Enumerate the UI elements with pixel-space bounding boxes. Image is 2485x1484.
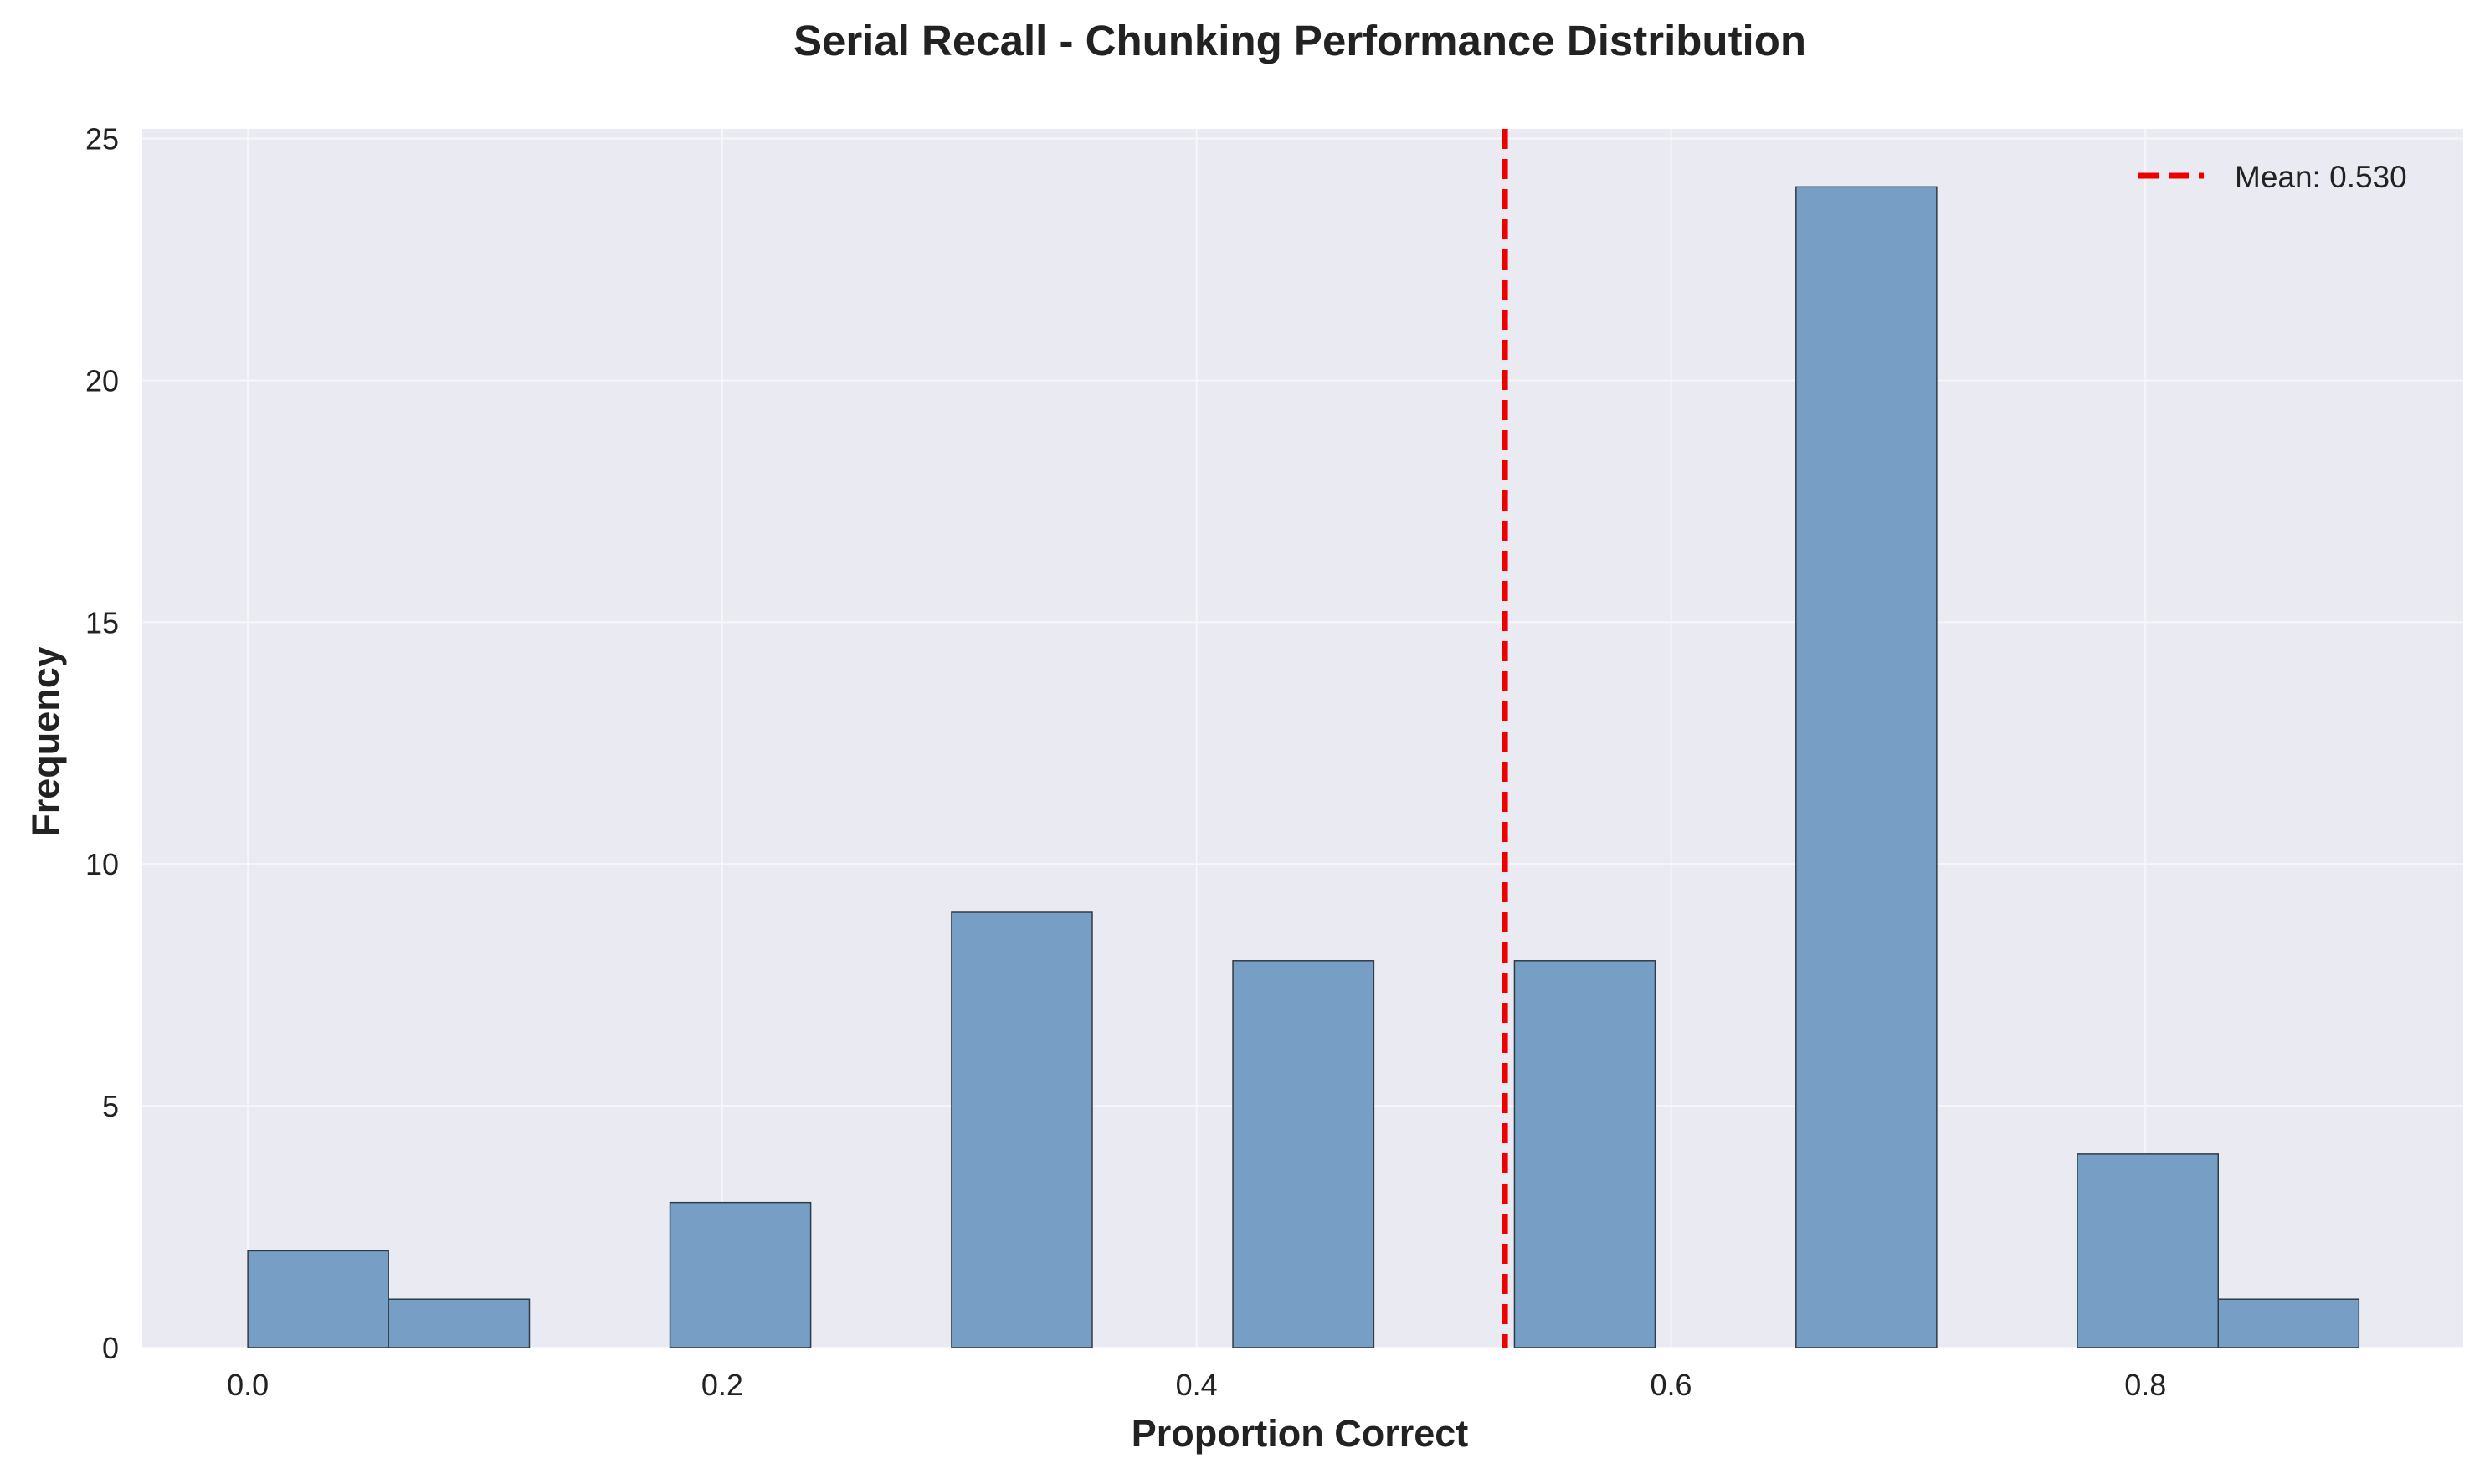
- legend: Mean: 0.530: [2138, 160, 2407, 194]
- histogram-bar: [951, 911, 1093, 1348]
- histogram-bar: [388, 1298, 531, 1348]
- histogram-bar: [1232, 960, 1375, 1348]
- y-tick-label: 25: [85, 122, 119, 157]
- y-tick-label: 20: [85, 363, 119, 398]
- chart-title: Serial Recall - Chunking Performance Dis…: [793, 17, 1806, 64]
- histogram-bar: [1795, 186, 1938, 1348]
- legend-mean-label: Mean: 0.530: [2235, 160, 2407, 194]
- histogram-bar: [669, 1201, 812, 1348]
- x-tick-label: 0.2: [701, 1368, 743, 1402]
- x-tick-label: 0.8: [2124, 1368, 2166, 1402]
- x-axis-ticks: 0.0 0.2 0.4 0.6 0.8: [227, 1368, 2166, 1402]
- histogram-bar: [1513, 960, 1656, 1348]
- y-axis-label: Frequency: [24, 646, 67, 837]
- y-axis-ticks: 0 5 10 15 20 25: [85, 122, 119, 1365]
- x-axis-label: Proportion Correct: [1132, 1412, 1469, 1455]
- x-tick-label: 0.4: [1176, 1368, 1218, 1402]
- histogram-bars: [247, 186, 2360, 1348]
- y-tick-label: 10: [85, 847, 119, 881]
- histogram-bar: [2217, 1298, 2360, 1348]
- y-tick-label: 0: [102, 1331, 119, 1365]
- histogram-bar: [247, 1250, 389, 1348]
- histogram-bar: [2077, 1153, 2220, 1348]
- y-tick-label: 15: [85, 605, 119, 639]
- x-tick-label: 0.0: [227, 1368, 269, 1402]
- x-tick-label: 0.6: [1650, 1368, 1692, 1402]
- y-tick-label: 5: [102, 1089, 119, 1123]
